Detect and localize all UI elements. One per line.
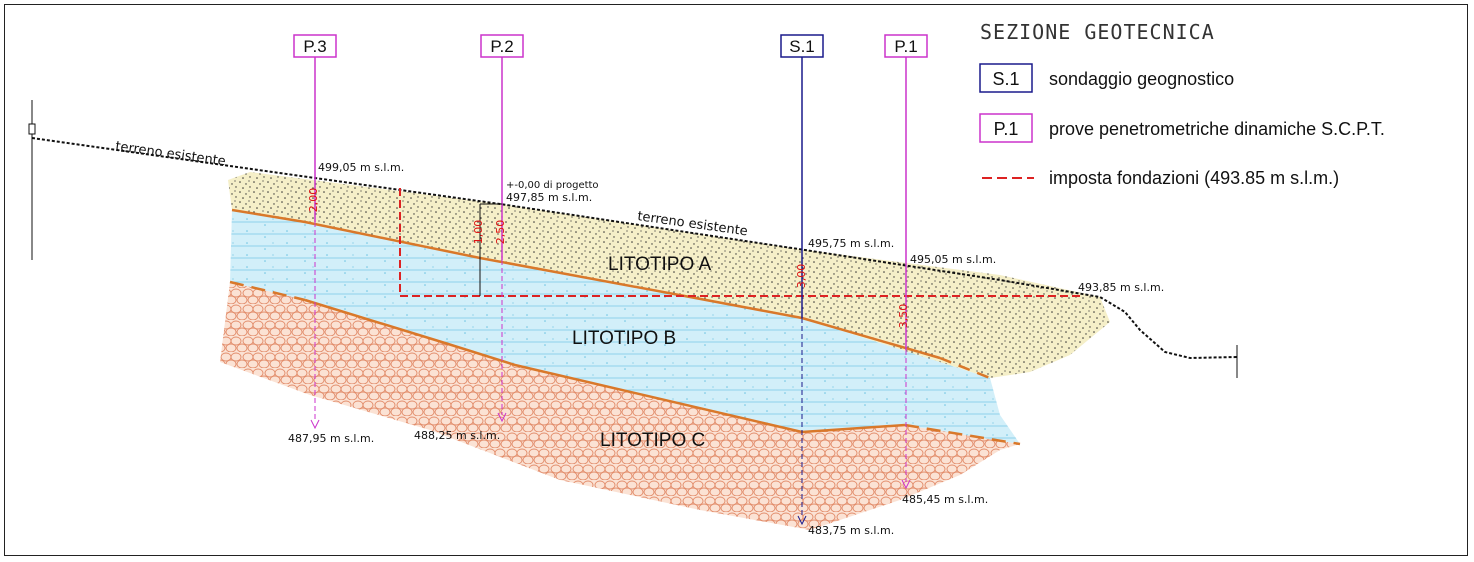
probe-p1-depth: 3,50 — [897, 304, 910, 329]
probe-p1-top: 495,05 m s.l.m. — [910, 253, 996, 266]
legend-foundation-text: imposta fondazioni (493.85 m s.l.m.) — [1049, 168, 1339, 188]
boundary-a-b-dashed — [939, 356, 991, 380]
probe-p3-bottom: 487,95 m s.l.m. — [288, 432, 374, 445]
foundation-line — [399, 188, 1080, 297]
probe-p2-depth: 2,50 — [494, 220, 507, 245]
probe-p2-code: P.2 — [490, 37, 513, 56]
probe-s1-bottom: 483,75 m s.l.m. — [808, 524, 894, 537]
probe-p1-code: P.1 — [894, 37, 917, 56]
probe-p3-depth: 2,00 — [307, 188, 320, 213]
boundary-b-c-dashed-left — [229, 280, 306, 302]
legend-p1-box — [979, 113, 1033, 143]
legend-title: SEZIONE GEOTECNICA — [980, 20, 1215, 44]
probe-p3-code: P.3 — [303, 37, 326, 56]
probe-p2-depth-project: 1,00 — [472, 220, 485, 245]
probe-s1-depth: 3,00 — [795, 264, 808, 289]
litotipo-c-area — [220, 282, 1020, 530]
probe-p2-top: 497,85 m s.l.m. — [506, 191, 592, 204]
litotipo-b-label: LITOTIPO B — [572, 328, 676, 349]
legend-p1-text: prove penetrometriche dinamiche S.C.P.T. — [1049, 119, 1385, 139]
legend-p1-code: P.1 — [994, 119, 1019, 139]
legend: SEZIONE GEOTECNICA S.1 sondaggio geognos… — [979, 20, 1385, 188]
terrain-left-tick — [28, 123, 36, 135]
foundation-level-label: 493,85 m s.l.m. — [1078, 281, 1164, 294]
litotipo-b-area — [230, 210, 1020, 444]
litotipo-c-label: LITOTIPO C — [600, 430, 705, 451]
drawing-frame — [4, 4, 1468, 556]
litotipo-a-label: LITOTIPO A — [608, 254, 711, 275]
litotipo-a-area — [228, 172, 1110, 378]
terrain-label-left: terreno esistente — [114, 139, 226, 169]
probe-p2-project: +-0,00 di progetto — [506, 180, 599, 191]
probe-p2: P.2 +-0,00 di progetto 497,85 m s.l.m. 4… — [414, 34, 599, 442]
boundary-b-c — [304, 298, 906, 434]
probe-p1-bottom: 485,45 m s.l.m. — [902, 493, 988, 506]
legend-s1-box — [979, 63, 1033, 93]
legend-s1-code: S.1 — [992, 69, 1019, 89]
legend-s1-text: sondaggio geognostico — [1049, 69, 1234, 89]
boundary-b-c-dashed-right — [904, 423, 1021, 446]
existing-terrain-line — [31, 137, 1238, 360]
probe-s1-code: S.1 — [789, 37, 815, 56]
probe-s1-top: 495,75 m s.l.m. — [808, 237, 894, 250]
boundary-a-b — [231, 208, 941, 360]
probe-p2-bottom: 488,25 m s.l.m. — [414, 429, 500, 442]
probe-s1: S.1 495,75 m s.l.m. 483,75 m s.l.m. 3,00 — [780, 34, 894, 537]
probe-p1: P.1 495,05 m s.l.m. 485,45 m s.l.m. 3,50 — [884, 34, 996, 506]
probe-p3: P.3 499,05 m s.l.m. 487,95 m s.l.m. 2,00 — [288, 34, 404, 445]
probe-p3-top: 499,05 m s.l.m. — [318, 161, 404, 174]
